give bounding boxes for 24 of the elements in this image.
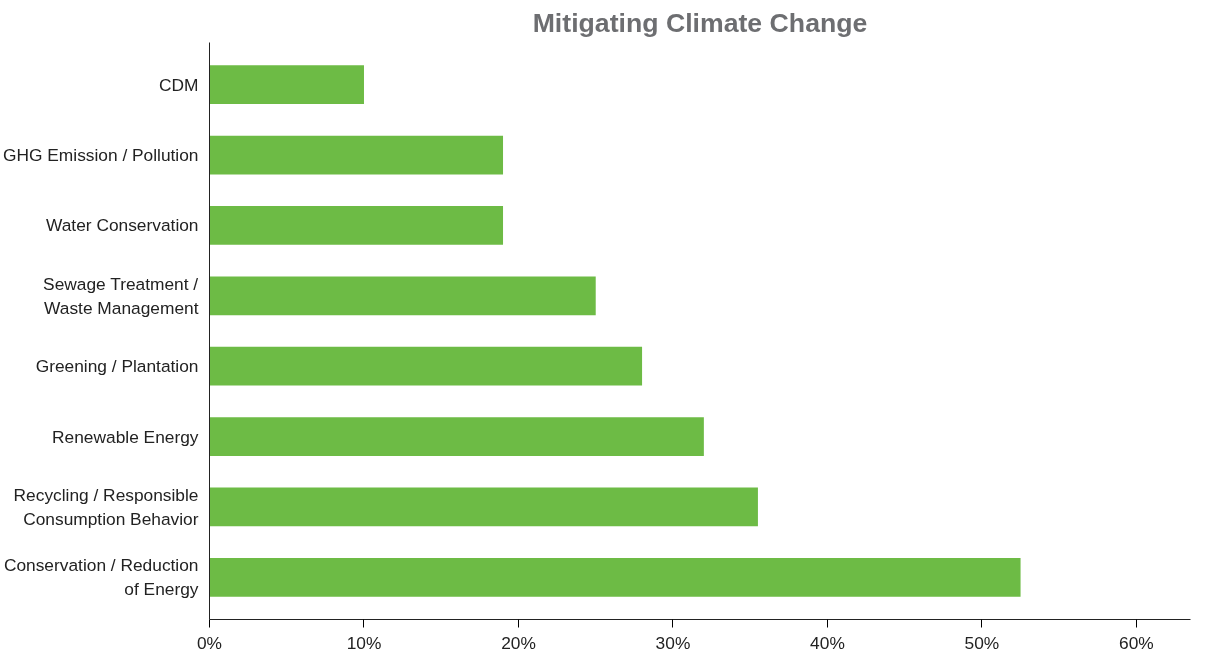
y-tick-label: Renewable Energy bbox=[52, 426, 199, 447]
y-tick-label: Sewage Treatment / Waste Management bbox=[43, 273, 199, 318]
bar bbox=[209, 487, 758, 527]
bar bbox=[209, 276, 596, 316]
y-tick-label: Greening / Plantation bbox=[35, 356, 199, 377]
bar bbox=[209, 346, 643, 386]
bar bbox=[209, 206, 504, 245]
x-tick-label: 0% bbox=[196, 632, 223, 653]
y-tick-label: CDM bbox=[159, 74, 199, 95]
x-tick-label: 40% bbox=[810, 632, 845, 653]
y-tick-label: Conservation / Reduction of Energy bbox=[3, 555, 199, 600]
chart-title: Mitigating Climate Change bbox=[532, 7, 868, 38]
bar bbox=[209, 557, 1021, 597]
x-tick-label: 30% bbox=[655, 632, 691, 653]
x-tick-label: 20% bbox=[501, 632, 536, 653]
x-tick-label: 60% bbox=[1119, 632, 1154, 653]
bar bbox=[209, 135, 504, 175]
y-tick-label: GHG Emission / Pollution bbox=[3, 145, 199, 166]
x-tick-label: 10% bbox=[346, 632, 382, 653]
x-tick-label: 50% bbox=[964, 632, 1000, 653]
bar bbox=[209, 417, 704, 456]
y-tick-label: Recycling / Responsible Consumption Behavior bbox=[13, 484, 199, 529]
y-tick-label: Water Conservation bbox=[46, 215, 199, 236]
bar bbox=[209, 65, 364, 105]
